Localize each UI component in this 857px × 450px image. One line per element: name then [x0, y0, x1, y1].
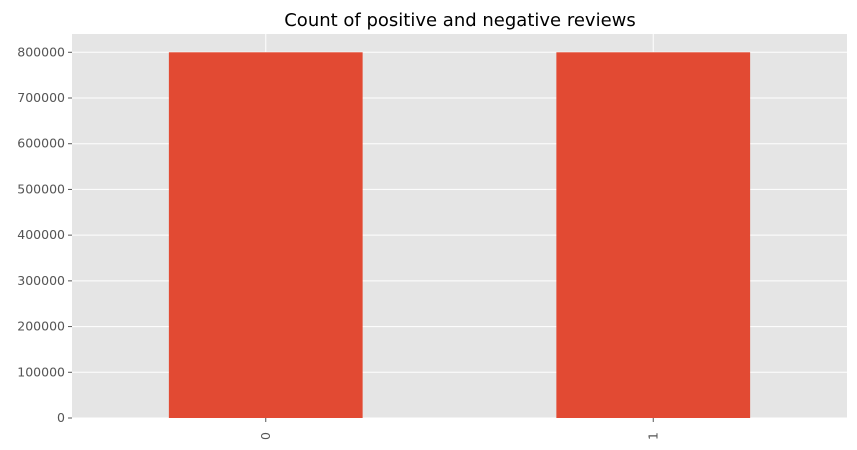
- y-tick-label: 500000: [17, 181, 65, 196]
- y-tick-label: 400000: [17, 227, 65, 242]
- x-tick-label: 0: [258, 432, 273, 440]
- bar-1: [556, 52, 751, 419]
- y-tick-label: 700000: [17, 90, 65, 105]
- bars: [168, 52, 751, 419]
- y-tick-label: 100000: [17, 364, 65, 379]
- y-axis: 0 100000 200000 300000 400000 500000 600000 700…: [17, 44, 72, 425]
- chart-title: Count of positive and negative reviews: [284, 10, 636, 31]
- y-tick-label: 800000: [17, 44, 65, 59]
- bar-0: [168, 52, 363, 419]
- y-tick-label: 300000: [17, 273, 65, 288]
- y-tick-label: 0: [57, 410, 65, 425]
- y-tick-label: 200000: [17, 319, 65, 334]
- x-tick-label: 1: [645, 432, 660, 440]
- y-tick-label: 600000: [17, 136, 65, 151]
